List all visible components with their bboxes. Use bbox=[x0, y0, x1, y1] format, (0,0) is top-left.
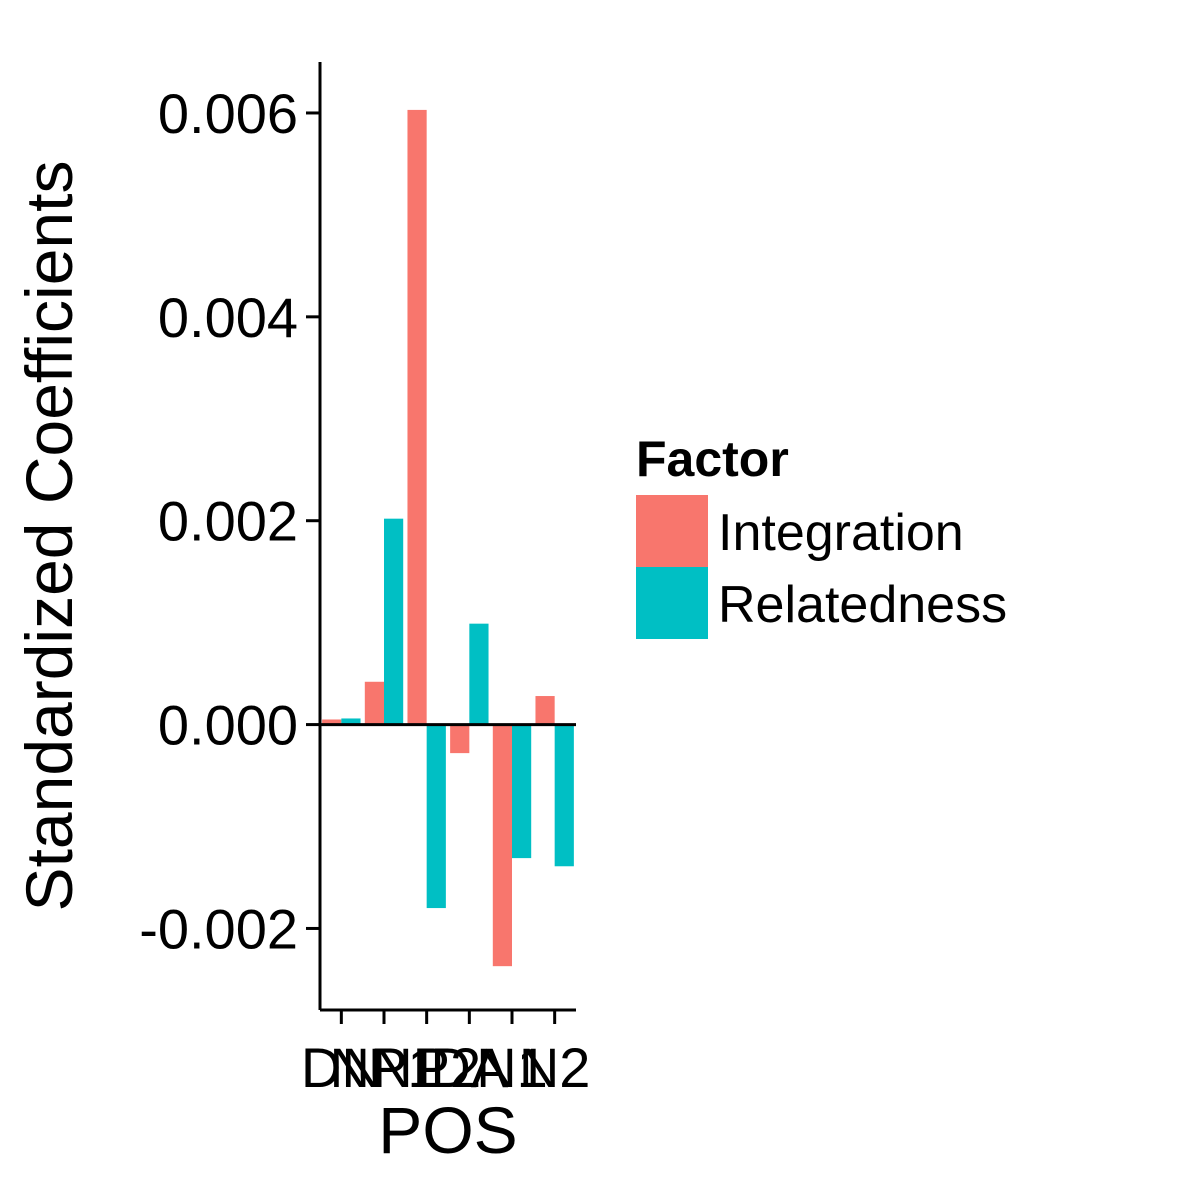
x-tick-label: DN bbox=[301, 1036, 382, 1099]
y-tick-label: 0.006 bbox=[158, 82, 298, 145]
bars-group bbox=[322, 109, 574, 967]
legend-title: Factor bbox=[636, 431, 789, 487]
y-axis-title: Standardized Coefficients bbox=[12, 161, 86, 912]
x-tick-label: NP2 bbox=[372, 1036, 481, 1099]
bar-integration-np2 bbox=[407, 109, 427, 725]
legend-swatch-integration bbox=[636, 495, 708, 567]
y-ticks-group: -0.002 0.000 0.002 0.004 0.006 bbox=[139, 82, 320, 960]
x-axis-title: POS bbox=[378, 1093, 517, 1167]
bar-relatedness-n2 bbox=[554, 724, 574, 867]
bar-relatedness-da bbox=[469, 623, 489, 725]
x-tick-label: N1 bbox=[476, 1036, 548, 1099]
bar-relatedness-n1 bbox=[512, 724, 532, 859]
bar-integration-dn bbox=[322, 719, 342, 725]
legend-label-integration: Integration bbox=[718, 504, 964, 562]
bar-relatedness-np1 bbox=[384, 518, 404, 725]
bar-integration-n2 bbox=[535, 696, 555, 725]
legend-label-relatedness: Relatedness bbox=[718, 576, 1007, 634]
bar-relatedness-dn bbox=[341, 718, 361, 725]
y-tick-label: -0.002 bbox=[139, 897, 298, 960]
x-tick-label: NP1 bbox=[330, 1036, 439, 1099]
legend-items: Integration Relatedness bbox=[636, 495, 1007, 639]
y-tick-label: 0.004 bbox=[158, 286, 298, 349]
bar-integration-da bbox=[450, 724, 470, 754]
x-tick-label: DA bbox=[430, 1036, 508, 1099]
y-tick-label: 0.000 bbox=[158, 694, 298, 757]
legend: Factor Integration Relatedness bbox=[636, 431, 1007, 639]
bar-relatedness-np2 bbox=[426, 724, 446, 909]
bar-integration-np1 bbox=[364, 681, 384, 725]
y-tick-label: 0.002 bbox=[158, 490, 298, 553]
bar-integration-n1 bbox=[492, 724, 512, 967]
legend-swatch-relatedness bbox=[636, 567, 708, 639]
x-tick-label: N2 bbox=[519, 1036, 591, 1099]
